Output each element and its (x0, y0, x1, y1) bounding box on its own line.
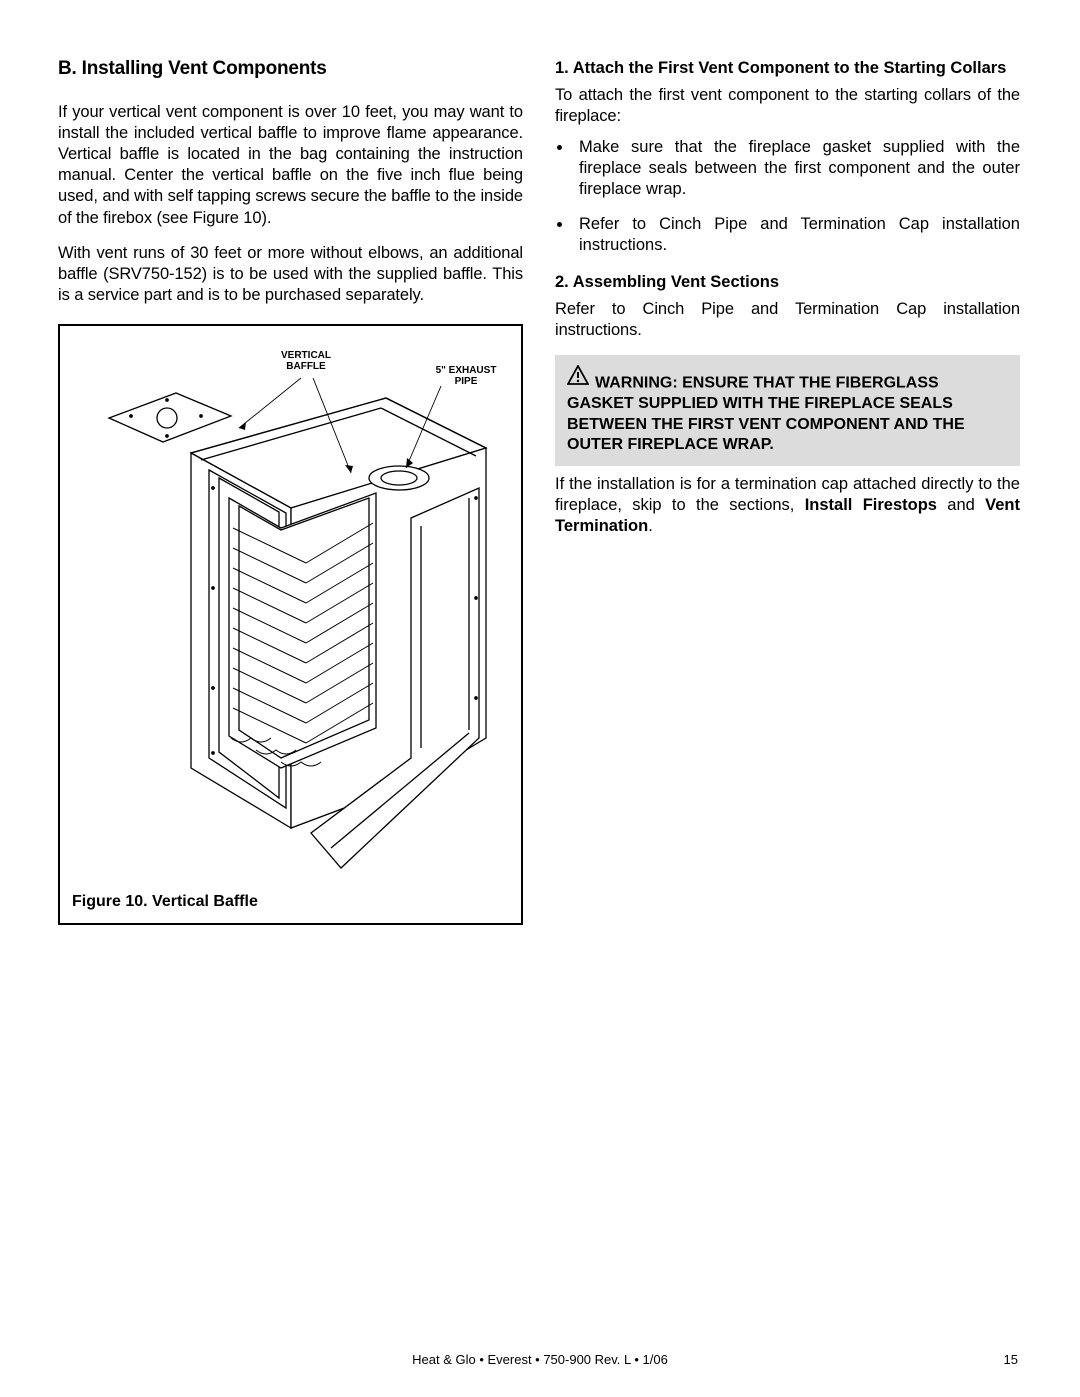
text: . (648, 517, 653, 535)
heading-text: Attach the First Vent Component to the S… (573, 59, 1007, 77)
figure-illustration: VERTICAL BAFFLE 5" EXHAUST PIPE (72, 338, 509, 883)
paragraph: Refer to Cinch Pipe and Termination Cap … (555, 299, 1020, 341)
sub-heading-1: 1. Attach the First Vent Component to th… (555, 58, 1020, 79)
text: and (937, 496, 985, 514)
paragraph: If the installation is for a termination… (555, 474, 1020, 537)
right-column: 1. Attach the First Vent Component to th… (555, 58, 1020, 925)
figure-label-pipe-2: PIPE (454, 376, 477, 387)
warning-text: WARNING: ENSURE THAT THE FIBERGLASS GASK… (567, 365, 1008, 455)
page: B. Installing Vent Components If your ve… (0, 0, 1080, 1397)
warning-body: WARNING: ENSURE THAT THE FIBERGLASS GASK… (567, 375, 965, 453)
footer-text: Heat & Glo • Everest • 750-900 Rev. L • … (0, 1352, 1080, 1367)
sub-heading-2: 2. Assembling Vent Sections (555, 272, 1020, 293)
vertical-baffle-illustration: VERTICAL BAFFLE 5" EXHAUST PIPE (81, 338, 501, 883)
heading-text: Assembling Vent Sections (573, 273, 779, 291)
columns: B. Installing Vent Components If your ve… (58, 58, 1020, 925)
heading-number: 1. (555, 59, 569, 77)
figure-label-baffle-2: BAFFLE (286, 361, 326, 372)
figure-caption: Figure 10. Vertical Baffle (72, 893, 509, 911)
left-column: B. Installing Vent Components If your ve… (58, 58, 523, 925)
bold-text: Install Firestops (805, 496, 937, 514)
page-number: 15 (1004, 1352, 1018, 1367)
list-item: Make sure that the fireplace gasket supp… (573, 137, 1020, 200)
list-item: Refer to Cinch Pipe and Termination Cap … (573, 214, 1020, 256)
paragraph: With vent runs of 30 feet or more withou… (58, 243, 523, 306)
bullet-list: Make sure that the fireplace gasket supp… (555, 137, 1020, 257)
figure-box: VERTICAL BAFFLE 5" EXHAUST PIPE Figure 1… (58, 324, 523, 925)
warning-icon (567, 365, 589, 391)
figure-label-pipe: 5" EXHAUST (435, 365, 496, 376)
heading-number: 2. (555, 273, 569, 291)
paragraph: If your vertical vent component is over … (58, 102, 523, 229)
paragraph: To attach the first vent component to th… (555, 85, 1020, 127)
figure-label-baffle: VERTICAL (281, 350, 331, 361)
section-title: B. Installing Vent Components (58, 58, 523, 80)
warning-box: WARNING: ENSURE THAT THE FIBERGLASS GASK… (555, 355, 1020, 465)
